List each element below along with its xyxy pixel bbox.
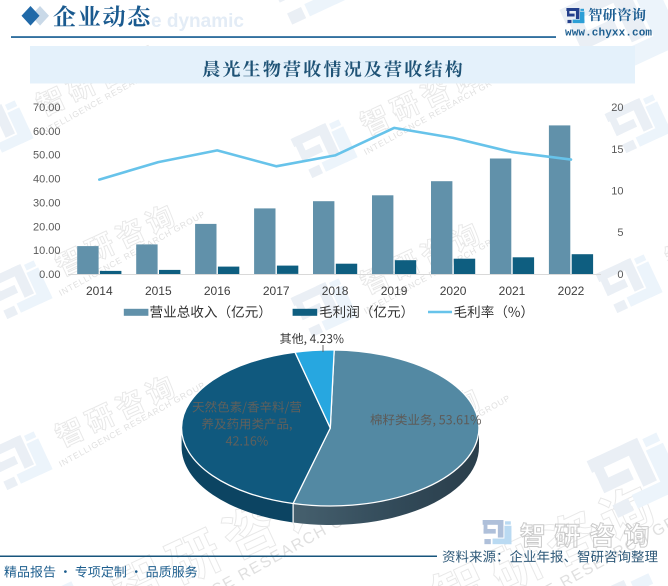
svg-text:70.00: 70.00 [33, 102, 61, 114]
svg-text:2015: 2015 [145, 284, 172, 298]
svg-text:50.00: 50.00 [33, 150, 61, 162]
svg-text:0.00: 0.00 [39, 269, 60, 281]
svg-text:2020: 2020 [440, 284, 467, 298]
svg-text:2017: 2017 [263, 284, 290, 298]
svg-text:30.00: 30.00 [33, 197, 61, 209]
svg-text:2021: 2021 [499, 284, 526, 298]
svg-text:2014: 2014 [86, 284, 113, 298]
svg-text:15: 15 [611, 144, 623, 156]
svg-text:2016: 2016 [204, 284, 231, 298]
svg-text:20.00: 20.00 [33, 221, 61, 233]
svg-text:40.00: 40.00 [33, 174, 61, 186]
svg-text:2022: 2022 [558, 284, 585, 298]
svg-text:e dynamic: e dynamic [151, 11, 244, 32]
svg-text:20: 20 [611, 102, 623, 114]
svg-text:2018: 2018 [322, 284, 349, 298]
svg-text:2019: 2019 [381, 284, 408, 298]
svg-text:10: 10 [611, 186, 623, 198]
svg-text:www.chyxx.com: www.chyxx.com [565, 28, 652, 40]
svg-text:0: 0 [617, 269, 623, 281]
svg-text:5: 5 [617, 227, 623, 239]
svg-text:10.00: 10.00 [33, 245, 61, 257]
svg-text:60.00: 60.00 [33, 126, 61, 138]
